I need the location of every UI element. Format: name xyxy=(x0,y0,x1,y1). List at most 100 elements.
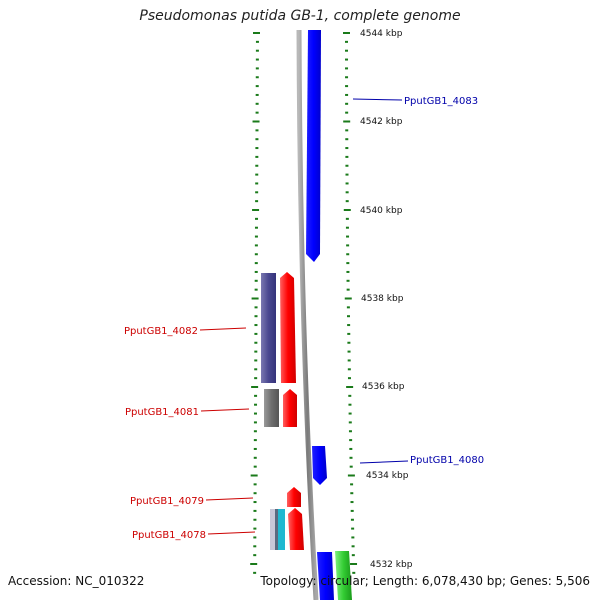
minor-tick-right xyxy=(345,58,349,61)
minor-tick-left xyxy=(254,350,258,353)
gene-4082-arrow[interactable] xyxy=(280,272,296,383)
minor-tick-right xyxy=(350,509,354,512)
major-tick-right xyxy=(347,474,355,477)
gene-4081-arrow[interactable] xyxy=(283,389,297,427)
gene-4078-inner-stripe-cyan[interactable] xyxy=(278,509,285,550)
minor-tick-left xyxy=(255,111,259,114)
major-tick-right xyxy=(343,209,351,211)
major-tick-left xyxy=(250,563,258,565)
gene-4081-inner-block[interactable] xyxy=(264,389,279,427)
major-tick-left xyxy=(251,386,259,388)
gene-label-4081[interactable]: PputGB1_4081 xyxy=(125,407,199,418)
minor-tick-right xyxy=(348,403,352,406)
minor-tick-left xyxy=(255,85,259,88)
minor-tick-left xyxy=(255,147,259,150)
tick-label-4544: 4544 kbp xyxy=(360,29,403,39)
minor-tick-right xyxy=(347,350,351,353)
minor-tick-right xyxy=(345,49,349,52)
minor-tick-right xyxy=(345,173,349,176)
gene-4083-arrow[interactable] xyxy=(306,30,321,262)
minor-tick-left xyxy=(253,536,257,539)
gene-label-4083[interactable]: PputGB1_4083 xyxy=(404,96,478,107)
minor-tick-right xyxy=(349,439,353,442)
minor-tick-right xyxy=(351,554,355,557)
minor-tick-right xyxy=(348,412,352,415)
major-tick-left xyxy=(251,297,259,300)
gene-green-arrow[interactable] xyxy=(335,551,352,600)
minor-tick-left xyxy=(254,341,258,344)
minor-tick-left xyxy=(255,93,259,96)
major-tick-right xyxy=(350,563,358,565)
tick-label-4542: 4542 kbp xyxy=(360,117,403,127)
minor-tick-left xyxy=(255,58,259,61)
label-line-4080 xyxy=(359,460,409,464)
minor-tick-right xyxy=(347,332,351,335)
minor-tick-left xyxy=(253,554,257,557)
minor-tick-left xyxy=(254,270,258,273)
minor-tick-right xyxy=(345,217,349,220)
tick-label-4534: 4534 kbp xyxy=(366,471,409,481)
major-tick-right xyxy=(344,297,352,300)
label-line-4083 xyxy=(352,98,403,101)
minor-tick-right xyxy=(345,200,349,203)
minor-tick-right xyxy=(347,377,351,380)
minor-tick-left xyxy=(253,545,257,548)
minor-tick-left xyxy=(254,244,258,247)
gene-label-4080[interactable]: PputGB1_4080 xyxy=(410,455,484,466)
minor-tick-left xyxy=(254,279,258,282)
minor-tick-left xyxy=(255,164,259,167)
gene-4078-inner-stripe-dark[interactable] xyxy=(275,509,278,550)
minor-tick-right xyxy=(345,191,349,194)
minor-tick-left xyxy=(253,421,257,424)
minor-tick-right xyxy=(346,244,350,247)
tick-label-4538: 4538 kbp xyxy=(361,294,404,304)
minor-tick-left xyxy=(254,332,258,335)
minor-tick-right xyxy=(345,147,349,150)
minor-tick-left xyxy=(254,403,258,406)
minor-tick-right xyxy=(347,315,351,318)
minor-tick-right xyxy=(349,447,353,450)
minor-tick-left xyxy=(253,456,257,459)
minor-tick-left xyxy=(253,465,257,468)
minor-tick-right xyxy=(345,164,349,167)
gene-4077-arrow[interactable] xyxy=(317,552,334,600)
minor-tick-right xyxy=(345,226,349,229)
gene-4079-arrow[interactable] xyxy=(287,487,301,507)
major-tick-left xyxy=(252,120,260,123)
minor-tick-left xyxy=(255,217,259,220)
minor-tick-left xyxy=(255,67,259,70)
minor-tick-right xyxy=(345,67,349,70)
label-line-4078 xyxy=(207,531,256,535)
minor-tick-left xyxy=(253,412,257,415)
minor-tick-right xyxy=(345,111,349,114)
minor-tick-left xyxy=(255,200,259,203)
minor-tick-right xyxy=(351,536,355,539)
minor-tick-left xyxy=(253,492,257,495)
minor-tick-right xyxy=(345,138,349,141)
minor-tick-right xyxy=(346,262,350,265)
tick-marks xyxy=(250,32,358,574)
minor-tick-left xyxy=(253,439,257,442)
minor-tick-left xyxy=(254,306,258,309)
minor-tick-right xyxy=(350,501,354,504)
gene-4080-arrow[interactable] xyxy=(312,446,327,485)
minor-tick-left xyxy=(254,324,258,327)
gene-label-4082[interactable]: PputGB1_4082 xyxy=(124,326,198,337)
gene-label-4079[interactable]: PputGB1_4079 xyxy=(130,496,204,507)
minor-tick-right xyxy=(352,571,356,574)
minor-tick-right xyxy=(348,394,352,397)
gene-4078-inner-block[interactable] xyxy=(270,509,276,550)
gene-4082-inner-block[interactable] xyxy=(261,273,276,383)
minor-tick-left xyxy=(255,155,259,158)
tick-label-4540: 4540 kbp xyxy=(360,206,403,216)
minor-tick-left xyxy=(254,359,258,362)
gene-label-4078[interactable]: PputGB1_4078 xyxy=(132,530,206,541)
tick-label-4536: 4536 kbp xyxy=(362,382,405,392)
minor-tick-left xyxy=(254,368,258,371)
minor-tick-right xyxy=(347,341,351,344)
minor-tick-left xyxy=(253,509,257,512)
gene-4078-arrow[interactable] xyxy=(288,508,304,550)
minor-tick-right xyxy=(345,155,349,158)
minor-tick-left xyxy=(255,173,259,176)
